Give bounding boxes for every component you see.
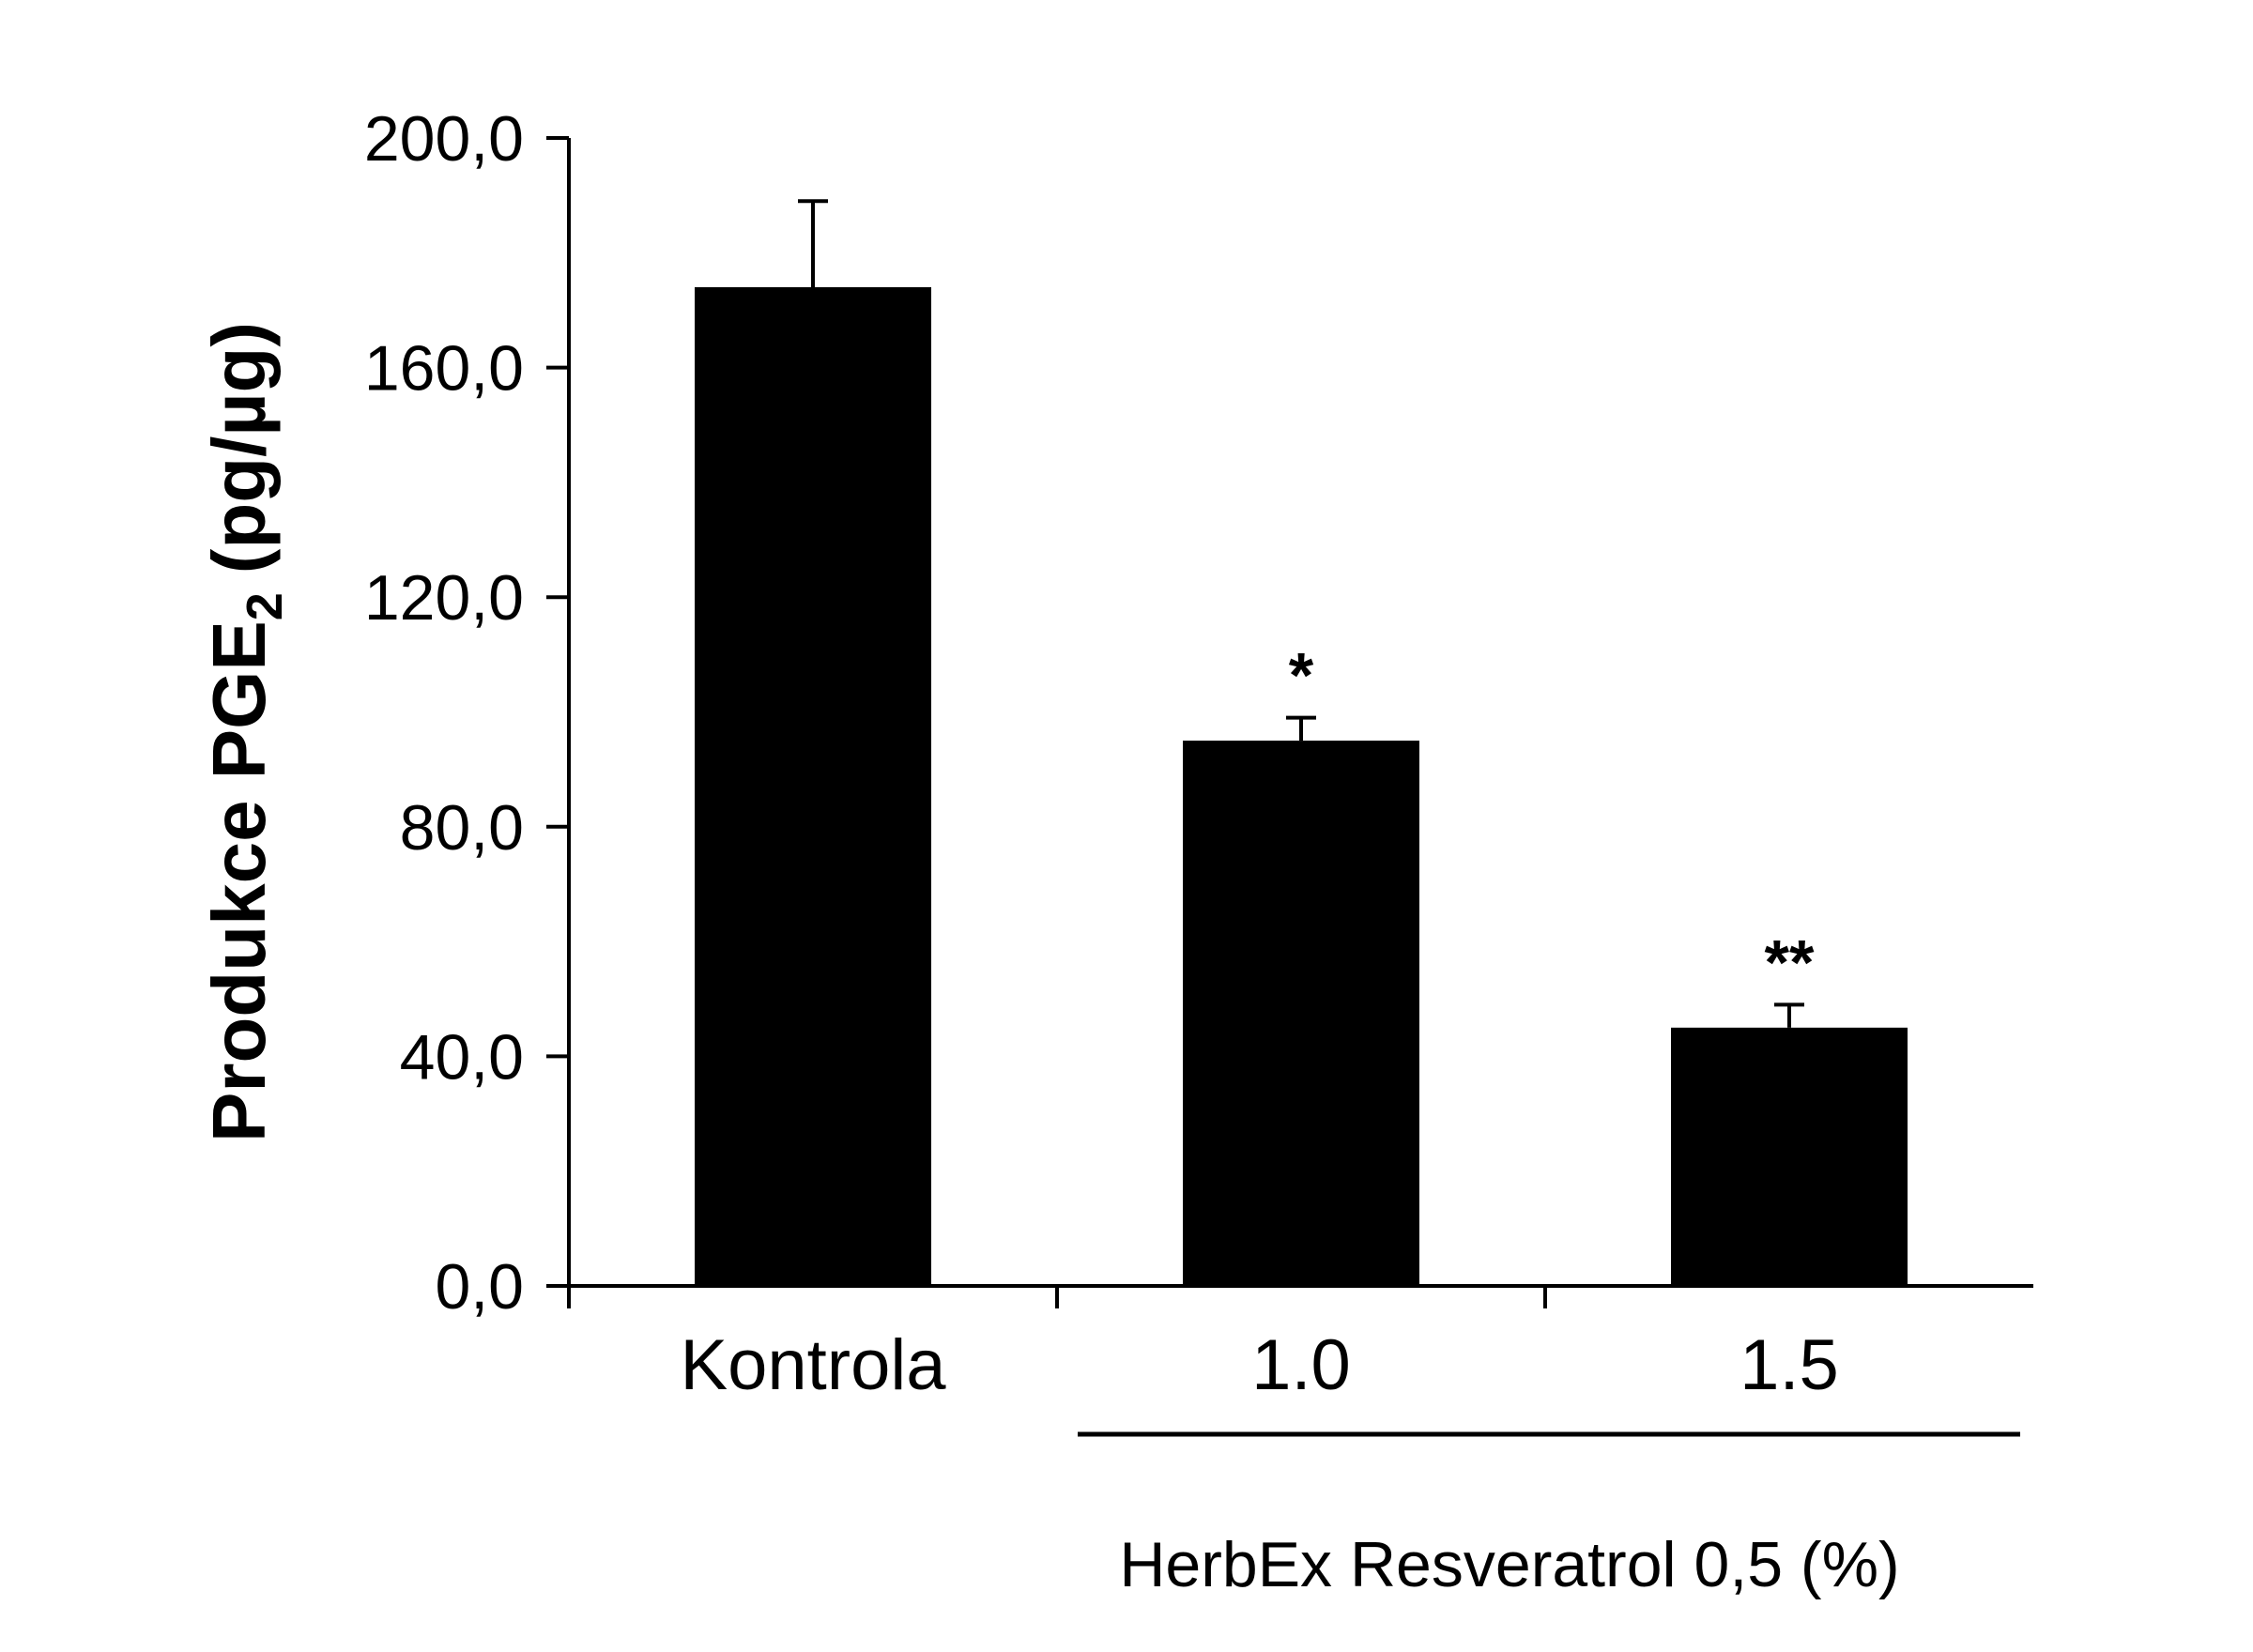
- y-axis-label-subscript: 2: [237, 592, 293, 620]
- y-tick-label: 0,0: [435, 1251, 524, 1323]
- x-axis: Kontrola 1.0 1.5: [546, 1284, 2033, 1405]
- y-tick-label: 80,0: [400, 792, 524, 864]
- y-axis-label-main: Produkce PGE: [197, 620, 281, 1142]
- y-tick-label: 160,0: [364, 333, 524, 405]
- y-tick-label: 200,0: [364, 103, 524, 175]
- y-axis-label-unit: (pg/µg): [197, 322, 281, 574]
- bar: [1183, 741, 1419, 1286]
- x-tick-label: 1.0: [1251, 1325, 1351, 1405]
- bar: [1671, 1027, 1908, 1286]
- bars: ***: [695, 199, 1908, 1286]
- y-axis-label: Produkce PGE2 (pg/µg): [197, 322, 293, 1142]
- x-tick-label: Kontrola: [680, 1325, 946, 1405]
- x-tick-label: 1.5: [1740, 1325, 1839, 1405]
- y-tick-label: 120,0: [364, 562, 524, 634]
- group-label: HerbEx Resveratrol 0,5 (%): [1119, 1529, 1899, 1600]
- y-tick-label: 40,0: [400, 1021, 524, 1093]
- bar: [695, 286, 931, 1286]
- y-axis: 0,0 40,0 80,0 120,0 160,0 200,0: [364, 103, 571, 1323]
- significance-marker: **: [1765, 926, 1815, 998]
- significance-marker: *: [1289, 640, 1314, 711]
